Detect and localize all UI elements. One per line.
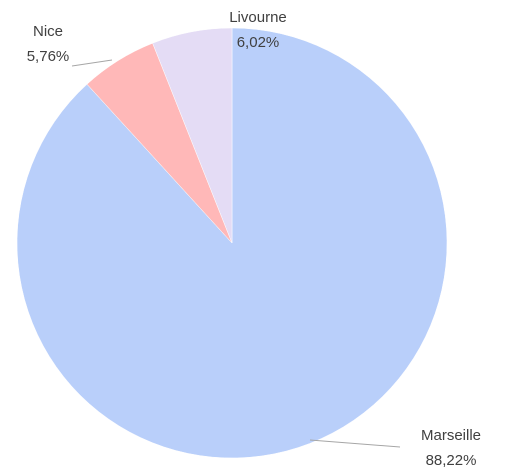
slice-value-label: 6,02%	[237, 34, 280, 51]
slice-label: Livourne	[229, 9, 287, 26]
slice-label: Marseille	[421, 427, 481, 444]
leader-line	[309, 439, 401, 448]
slice-value-label: 5,76%	[27, 48, 70, 65]
leader-line	[71, 59, 113, 67]
pie-slice	[152, 27, 233, 244]
slice-label: Nice	[33, 23, 63, 40]
slice-value-label: 88,22%	[426, 452, 477, 469]
